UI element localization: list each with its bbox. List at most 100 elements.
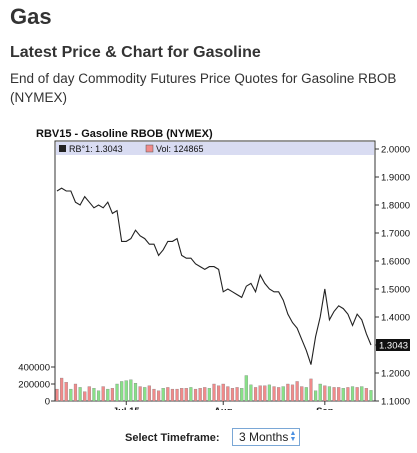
- volume-bar: [212, 383, 216, 402]
- timeframe-row: Select Timeframe: 3 Months ▲ ▼: [0, 428, 417, 450]
- price-tick-label: 1.5000: [381, 285, 410, 296]
- price-chart-svg: RBV15 - Gasoline RBOB (NYMEX) RB°1: 1.304…: [18, 128, 410, 410]
- volume-bar: [341, 388, 345, 402]
- volume-bar: [124, 380, 128, 402]
- description-line-2: (NYMEX): [10, 90, 67, 105]
- volume-bar: [249, 384, 253, 402]
- volume-bar: [83, 391, 87, 402]
- volume-bar: [73, 383, 78, 402]
- volume-bar: [295, 381, 299, 402]
- page-title: Gas: [10, 4, 52, 29]
- price-tick-label: 1.2000: [381, 369, 410, 380]
- volume-bar: [346, 387, 350, 402]
- timeframe-selected-value: 3 Months: [239, 430, 289, 444]
- price-tick-label: 1.9000: [381, 173, 410, 184]
- volume-bar: [309, 378, 313, 402]
- volume-bar: [161, 388, 165, 402]
- volume-bar: [235, 387, 239, 402]
- volume-bar: [78, 387, 82, 402]
- price-series-line: [56, 187, 372, 365]
- volume-bar: [129, 379, 133, 402]
- plot-frame: [54, 140, 376, 402]
- x-tick-label: Aug: [214, 406, 233, 410]
- x-tick-label: Sep: [316, 406, 334, 410]
- volume-bar: [221, 383, 225, 402]
- legend-volume-label: Vol: 124865: [156, 144, 204, 154]
- volume-bar: [290, 384, 295, 402]
- volume-bar: [92, 388, 96, 402]
- volume-bar: [281, 386, 285, 402]
- volume-bar: [115, 383, 119, 402]
- volume-bar: [263, 385, 267, 402]
- volume-bar: [304, 387, 308, 402]
- volume-bar: [332, 387, 336, 402]
- volume-bar: [69, 388, 73, 402]
- price-tick-label: 1.4000: [381, 313, 410, 324]
- legend-price-label: RB°1: 1.3043: [69, 144, 123, 154]
- volume-bar: [157, 390, 161, 402]
- volume-bar: [138, 386, 142, 402]
- volume-bar: [184, 388, 188, 402]
- volume-bar: [323, 385, 327, 402]
- volume-bar: [360, 386, 364, 402]
- volume-bar: [314, 390, 318, 402]
- volume-bar: [166, 387, 170, 402]
- volume-bar: [198, 388, 202, 402]
- volume-bar: [87, 386, 91, 402]
- volume-bar: [300, 386, 304, 402]
- volume-bar: [226, 386, 230, 402]
- price-tick-label: 2.0000: [381, 145, 410, 156]
- price-tick-label: 1.8000: [381, 201, 410, 212]
- volume-bar: [318, 383, 322, 402]
- volume-bar: [96, 390, 101, 402]
- timeframe-label: Select Timeframe:: [125, 432, 220, 444]
- chevron-up-down-icon: ▲ ▼: [289, 430, 297, 443]
- volume-bar: [369, 390, 373, 402]
- volume-bar: [253, 387, 258, 402]
- volume-bar: [217, 385, 221, 402]
- volume-bar: [120, 381, 124, 402]
- last-price-tag: [376, 339, 410, 351]
- volume-bar: [133, 382, 138, 402]
- volume-bar: [180, 388, 184, 402]
- last-price-label: 1.3043: [379, 341, 408, 352]
- volume-bar: [327, 386, 332, 402]
- volume-bar: [258, 385, 262, 402]
- volume-bar: [277, 387, 281, 402]
- volume-bar: [207, 388, 211, 402]
- volume-bar: [230, 388, 235, 402]
- volume-bar: [355, 387, 359, 402]
- volume-bar: [272, 386, 276, 402]
- volume-bar: [350, 386, 355, 402]
- volume-bar: [193, 388, 198, 402]
- chart-title: RBV15 - Gasoline RBOB (NYMEX): [36, 128, 213, 140]
- legend-volume-swatch: [145, 144, 154, 153]
- volume-bar: [244, 375, 248, 402]
- description-line-1: End of day Commodity Futures Price Quote…: [10, 71, 397, 86]
- timeframe-select[interactable]: 3 Months ▲ ▼: [232, 428, 300, 446]
- legend-price-swatch: [59, 145, 66, 152]
- volume-bar: [106, 388, 110, 402]
- volume-bar: [110, 388, 114, 402]
- price-tick-label: 1.7000: [381, 229, 410, 240]
- volume-bar: [101, 386, 105, 402]
- volume-bar: [175, 388, 179, 402]
- volume-bar: [64, 382, 68, 402]
- volume-bar: [189, 387, 193, 402]
- volume-bar: [203, 387, 207, 402]
- volume-bar: [147, 385, 151, 402]
- legend-bar: [56, 142, 374, 155]
- volume-tick-label: 200000: [18, 380, 50, 391]
- volume-bar: [152, 388, 156, 402]
- volume-bar: [170, 388, 175, 402]
- volume-bar: [60, 377, 64, 402]
- volume-bar: [267, 384, 271, 402]
- volume-bar: [286, 383, 290, 402]
- section-title: Latest Price & Chart for Gasoline: [10, 44, 261, 61]
- volume-bar: [364, 388, 368, 402]
- x-tick-label: Jul 15: [113, 406, 141, 410]
- price-tick-label: 1.6000: [381, 257, 410, 268]
- volume-bar: [55, 388, 59, 402]
- volume-bar: [240, 388, 244, 402]
- volume-tick-label: 0: [45, 397, 50, 408]
